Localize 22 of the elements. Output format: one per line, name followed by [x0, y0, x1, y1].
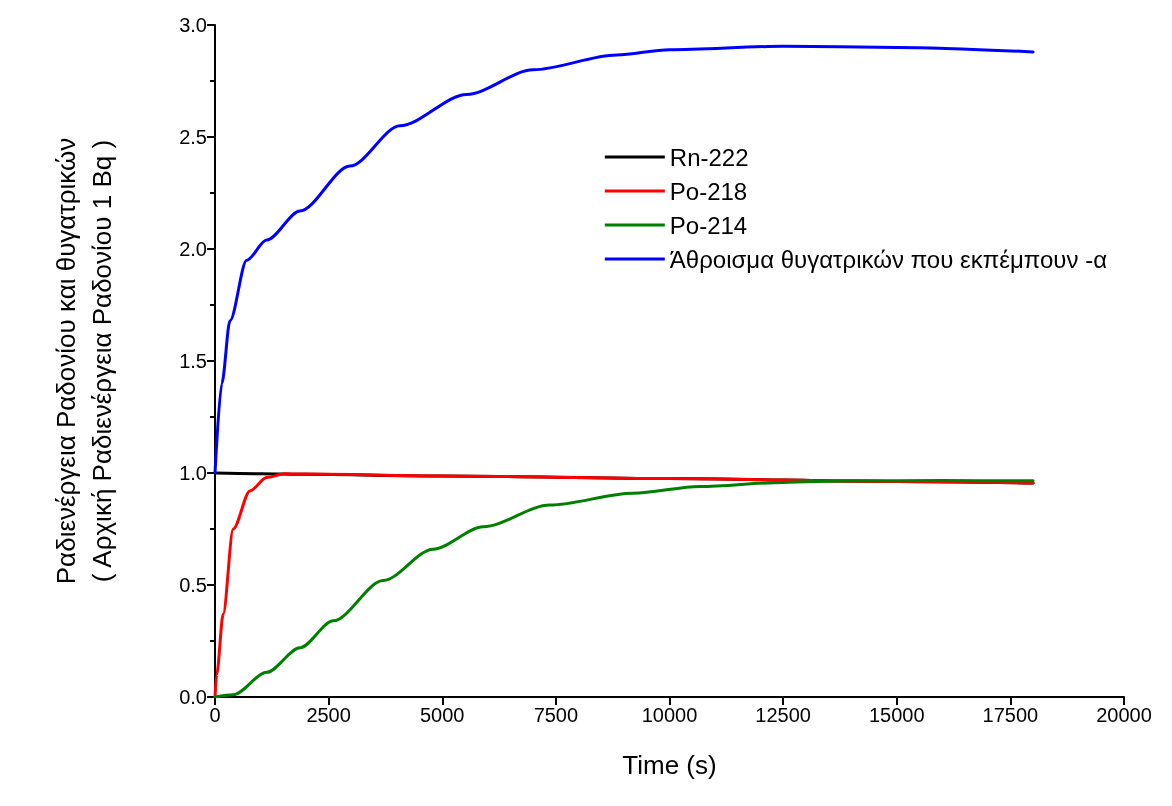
y-tick-label: 2.0 — [179, 238, 207, 260]
x-tick-label: 12500 — [755, 704, 811, 726]
y-tick-label: 1.0 — [179, 462, 207, 484]
legend-label: Άθροισμα θυγατρικών που εκπέμπουν -α — [669, 245, 1108, 273]
x-tick-label: 0 — [209, 704, 221, 726]
legend-label: Rn-222 — [669, 143, 749, 171]
x-axis-title: Time (s) — [622, 750, 717, 780]
y-tick-label: 3.0 — [179, 14, 207, 36]
y-axis-title: Ραδιενέργεια Ραδονίου και θυγατρικών ( Αρχική Ραδιενέργεια Ραδονίου 1 Bq ) — [51, 137, 117, 585]
x-tick-label: 20000 — [1096, 704, 1152, 726]
y-tick-label: 0.5 — [179, 574, 207, 596]
y-tick-label: 1.5 — [179, 350, 207, 372]
x-tick-label: 5000 — [420, 704, 465, 726]
x-tick-label: 15000 — [868, 704, 925, 726]
legend-label: Po-214 — [669, 211, 748, 239]
x-tick-label: 7500 — [533, 704, 579, 726]
legend-label: Po-218 — [669, 177, 748, 205]
y-tick-label: 0.0 — [179, 686, 207, 708]
y-tick-label: 2.5 — [179, 126, 207, 148]
x-tick-label: 10000 — [641, 704, 698, 726]
x-tick-label: 17500 — [982, 704, 1039, 726]
x-tick-label: 2500 — [306, 704, 351, 726]
